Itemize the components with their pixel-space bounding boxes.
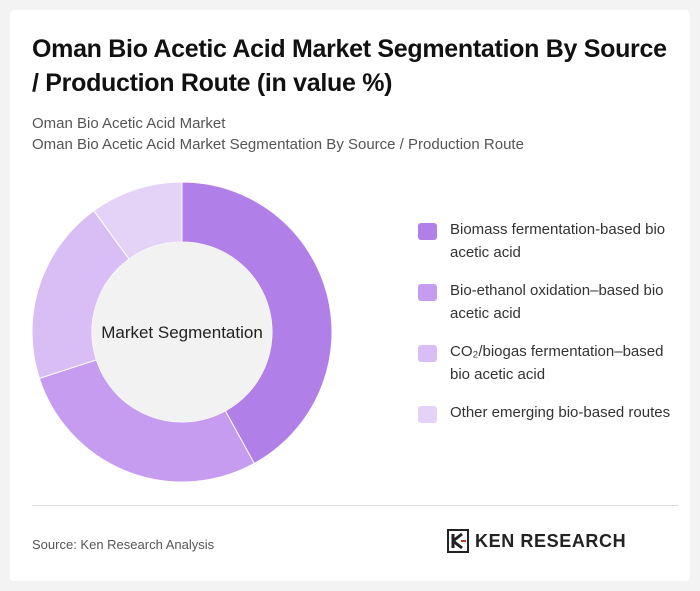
legend-swatch (418, 284, 437, 301)
subtitle-line-1: Oman Bio Acetic Acid Market (32, 115, 226, 132)
legend-item-1: Biomass fermentation-based bio acetic ac… (418, 218, 678, 264)
legend-label: CO₂/biogas fermentation–based bio acetic… (450, 343, 664, 383)
legend-label: Biomass fermentation-based bio acetic ac… (450, 221, 666, 261)
donut-center-label: Market Segmentation (101, 323, 263, 342)
legend-item-2: Bio-ethanol oxidation–based bio acetic a… (418, 279, 678, 325)
donut-slices (31, 181, 333, 483)
source-note: Source: Ken Research Analysis (32, 537, 215, 552)
donut-chart: Market Segmentation (31, 181, 333, 483)
logo-text: KEN RESEARCH (475, 530, 627, 551)
legend-swatch (418, 345, 437, 362)
ken-research-logo: KEN RESEARCH (447, 529, 626, 553)
legend-item-3: CO₂/biogas fermentation–based bio acetic… (418, 340, 678, 386)
footer-divider (32, 505, 678, 506)
legend-label: Other emerging bio-based routes (450, 404, 671, 421)
legend-swatch (418, 406, 437, 423)
legend-label: Bio-ethanol oxidation–based bio acetic a… (450, 282, 664, 322)
subtitle-line-2: Oman Bio Acetic Acid Market Segmentation… (32, 136, 524, 153)
donut-slice-4 (93, 181, 183, 260)
donut-hole (92, 242, 272, 422)
chart-card: Oman Bio Acetic Acid Market Segmentation… (10, 10, 690, 581)
legend-swatch (418, 223, 437, 240)
chart-legend: Biomass fermentation-based bio acetic ac… (418, 218, 678, 439)
ken-research-logo-icon (447, 529, 469, 553)
chart-title: Oman Bio Acetic Acid Market Segmentation… (32, 35, 667, 97)
legend-item-4: Other emerging bio-based routes (418, 401, 678, 424)
chart-subtitle: Oman Bio Acetic Acid Market Oman Bio Ace… (32, 113, 672, 155)
